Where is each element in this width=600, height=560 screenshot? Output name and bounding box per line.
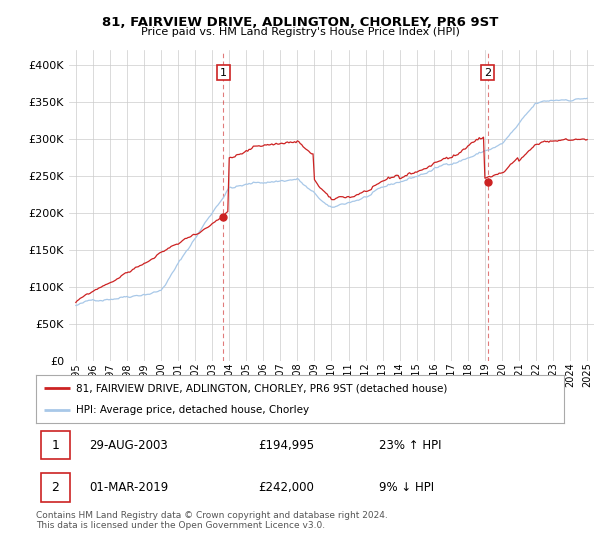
Text: Price paid vs. HM Land Registry's House Price Index (HPI): Price paid vs. HM Land Registry's House …: [140, 27, 460, 37]
Text: 81, FAIRVIEW DRIVE, ADLINGTON, CHORLEY, PR6 9ST: 81, FAIRVIEW DRIVE, ADLINGTON, CHORLEY, …: [102, 16, 498, 29]
Text: 01-MAR-2019: 01-MAR-2019: [89, 481, 168, 494]
FancyBboxPatch shape: [41, 431, 70, 459]
Text: 1: 1: [220, 68, 227, 78]
Text: 29-AUG-2003: 29-AUG-2003: [89, 438, 167, 451]
Text: HPI: Average price, detached house, Chorley: HPI: Average price, detached house, Chor…: [76, 405, 309, 415]
Text: £194,995: £194,995: [258, 438, 314, 451]
FancyBboxPatch shape: [41, 473, 70, 502]
Text: 1: 1: [52, 438, 59, 451]
Text: 2: 2: [484, 68, 491, 78]
Text: Contains HM Land Registry data © Crown copyright and database right 2024.
This d: Contains HM Land Registry data © Crown c…: [36, 511, 388, 530]
Text: 81, FAIRVIEW DRIVE, ADLINGTON, CHORLEY, PR6 9ST (detached house): 81, FAIRVIEW DRIVE, ADLINGTON, CHORLEY, …: [76, 383, 447, 393]
Text: 9% ↓ HPI: 9% ↓ HPI: [379, 481, 434, 494]
Text: £242,000: £242,000: [258, 481, 314, 494]
Text: 2: 2: [52, 481, 59, 494]
Text: 23% ↑ HPI: 23% ↑ HPI: [379, 438, 442, 451]
